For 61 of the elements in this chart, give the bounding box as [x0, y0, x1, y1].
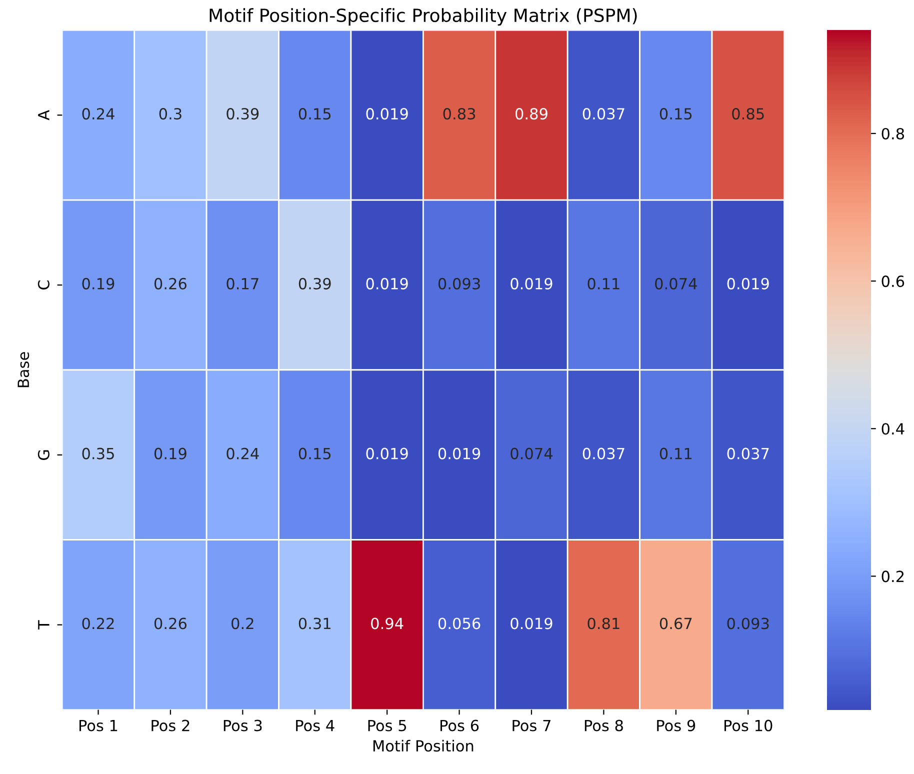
data-label: 0.39: [298, 278, 331, 290]
color-bar-label: 0.6: [882, 276, 904, 288]
data-label: 0.019: [510, 278, 552, 290]
x-tick-label: Pos 5: [368, 720, 406, 732]
y-axis-title: Base: [18, 352, 30, 388]
data-label: 0.81: [588, 618, 620, 630]
x-axis-title: Motif Position: [373, 740, 474, 752]
data-label: 0.35: [82, 448, 114, 460]
data-label: 0.39: [226, 108, 259, 120]
color-bar-label: 0.2: [882, 570, 904, 582]
color-bar-label: 0.4: [882, 423, 904, 435]
chart-title: Motif Position-Specific Probability Matrix (PSPM): [210, 8, 637, 26]
data-label: 0.85: [732, 108, 764, 120]
data-label: 0.093: [727, 618, 769, 630]
x-tick-label: Pos 8: [584, 720, 623, 732]
data-label: 0.074: [510, 448, 553, 460]
x-tick-label: Pos 7: [512, 720, 550, 732]
x-tick-label: Pos 6: [440, 720, 479, 732]
color-bar-label: 0.8: [882, 128, 904, 140]
data-label: 0.056: [438, 618, 480, 630]
data-label: 0.074: [655, 278, 697, 290]
data-label: 0.83: [443, 108, 476, 120]
x-tick-label: Pos 9: [657, 720, 696, 732]
data-label: 0.22: [82, 618, 114, 630]
x-tick-label: Pos 4: [296, 720, 334, 732]
data-label: 0.89: [515, 108, 548, 120]
data-label: 0.26: [154, 278, 187, 290]
data-label: 0.19: [82, 278, 114, 290]
data-label: 0.17: [226, 278, 258, 290]
data-label: 0.15: [660, 108, 692, 120]
data-label: 0.24: [82, 108, 114, 120]
x-tick-label: Pos 1: [79, 720, 118, 732]
data-label: 0.31: [298, 618, 330, 630]
data-label: 0.15: [298, 448, 331, 460]
data-label: 0.3: [159, 108, 182, 120]
y-tick-label: T: [38, 620, 50, 630]
data-label: 0.15: [298, 108, 331, 120]
data-label: 0.11: [588, 278, 620, 290]
data-label: 0.019: [366, 278, 408, 290]
data-label: 0.2: [232, 618, 254, 630]
y-tick-label: C: [38, 280, 50, 290]
data-label: 0.019: [510, 618, 552, 630]
data-label: 0.67: [660, 618, 692, 630]
data-label: 0.11: [660, 448, 692, 460]
x-tick-label: Pos 2: [152, 720, 190, 732]
data-label: 0.019: [366, 448, 408, 460]
data-label: 0.093: [438, 278, 480, 290]
data-label: 0.26: [154, 618, 187, 630]
data-label: 0.037: [582, 448, 624, 460]
data-label: 0.94: [371, 618, 404, 630]
data-label: 0.19: [154, 448, 186, 460]
data-label: 0.019: [438, 448, 480, 460]
data-label: 0.037: [727, 448, 769, 460]
x-tick-label: Pos 3: [224, 720, 262, 732]
data-label: 0.037: [582, 108, 624, 120]
y-tick-label: A: [38, 110, 50, 120]
x-tick-label: Pos 10: [724, 720, 772, 732]
data-label: 0.019: [727, 278, 769, 290]
data-label: 0.24: [226, 448, 259, 460]
y-tick-label: G: [38, 450, 50, 460]
data-label: 0.019: [366, 108, 408, 120]
